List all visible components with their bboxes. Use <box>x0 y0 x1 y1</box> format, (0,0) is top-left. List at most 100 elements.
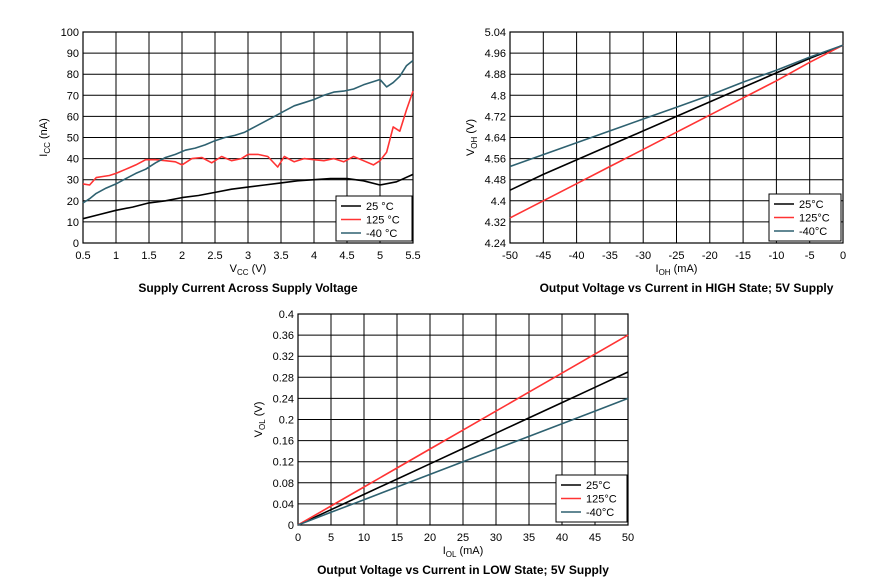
x-tick-label: 5.5 <box>405 250 420 262</box>
y-tick-label: 0.36 <box>273 330 294 342</box>
y-tick-label: 80 <box>67 69 79 81</box>
x-tick-label: 20 <box>424 532 436 544</box>
x-tick-label: 5 <box>328 532 334 544</box>
x-tick-label: 50 <box>622 532 634 544</box>
y-tick-label: 5.04 <box>485 27 506 39</box>
series-line-3 <box>82 59 414 204</box>
y-tick-label: 60 <box>67 111 79 123</box>
x-axis-label: IOH (mA) <box>656 263 698 277</box>
y-tick-label: 100 <box>61 27 79 39</box>
y-axis-label: VOH (V) <box>465 119 479 156</box>
y-tick-label: 4.64 <box>485 133 506 145</box>
chart-title: Output Voltage vs Current in LOW State; … <box>317 563 609 577</box>
y-tick-label: 4.4 <box>491 196 506 208</box>
x-tick-label: 0.5 <box>75 250 90 262</box>
x-tick-label: 4.5 <box>339 250 354 262</box>
legend: 25°C 125°C-40°C <box>555 474 628 523</box>
x-tick-label: -5 <box>805 250 815 262</box>
x-tick-label: 3 <box>245 250 251 262</box>
series-line-2 <box>82 90 414 186</box>
x-tick-label: 45 <box>589 532 601 544</box>
y-tick-label: 0.16 <box>273 436 294 448</box>
legend-label: -40°C <box>799 226 827 238</box>
x-tick-label: 10 <box>358 532 370 544</box>
series-line-1 <box>82 173 414 220</box>
series-line-1 <box>509 44 844 191</box>
x-tick-label: 3.5 <box>273 250 288 262</box>
y-tick-label: 50 <box>67 133 79 145</box>
x-tick-label: -45 <box>535 250 551 262</box>
y-tick-label: 0.28 <box>273 372 294 384</box>
x-tick-label: -10 <box>768 250 784 262</box>
x-tick-label: -25 <box>669 250 685 262</box>
series-line-1 <box>297 371 629 526</box>
y-axis-label: VOL (V) <box>253 402 267 438</box>
y-tick-label: 0.32 <box>273 351 294 363</box>
legend-label: -40°C <box>586 507 614 519</box>
legend-label: 25°C <box>799 199 824 211</box>
x-tick-label: 25 <box>457 532 469 544</box>
chart-title: Supply Current Across Supply Voltage <box>138 281 358 295</box>
chart-1: 0.5 1 1.5 2 2.5 3 3.5 4 4.5 5 5.5 0 10 20 30 40 50 60 70 80… <box>38 27 421 295</box>
y-tick-label: 0.4 <box>279 309 294 321</box>
legend-label: 125 °C <box>366 215 400 227</box>
y-tick-label: 0 <box>288 520 294 532</box>
plot-frame <box>297 313 629 526</box>
y-axis-label: ICC (nA) <box>38 118 52 156</box>
x-tick-label: 0 <box>840 250 846 262</box>
legend-label: 125°C <box>586 494 617 506</box>
x-tick-label: 4 <box>311 250 317 262</box>
series-line-2 <box>297 334 629 526</box>
legend: 25°C 125°C-40°C <box>768 193 842 242</box>
series-line-3 <box>297 397 629 526</box>
y-tick-label: 90 <box>67 48 79 60</box>
x-axis-label: IOL (mA) <box>443 545 484 559</box>
chart-3: 0 5 10 15 20 25 30 35 40 45 50 0 0.04 0.08 0.12 0.16 0.2… <box>253 309 634 577</box>
y-tick-label: 0.04 <box>273 499 294 511</box>
y-tick-label: 4.56 <box>485 154 506 166</box>
y-tick-label: 4.32 <box>485 217 506 229</box>
legend-label: -40 °C <box>366 228 397 240</box>
legend-label: 25°C <box>586 480 611 492</box>
x-tick-label: 30 <box>490 532 502 544</box>
y-tick-label: 10 <box>67 217 79 229</box>
series-line-3 <box>509 44 844 168</box>
x-tick-label: 2.5 <box>207 250 222 262</box>
legend: 25 °C 125 °C-40 °C <box>335 195 413 242</box>
plot-frame <box>509 31 844 244</box>
x-tick-label: -50 <box>502 250 518 262</box>
x-tick-label: 1 <box>113 250 119 262</box>
series-line-2 <box>509 44 844 219</box>
plot-frame <box>82 31 414 244</box>
y-tick-label: 4.48 <box>485 175 506 187</box>
x-tick-label: 1.5 <box>141 250 156 262</box>
y-tick-label: 40 <box>67 154 79 166</box>
legend-label: 125°C <box>799 213 830 225</box>
y-tick-label: 70 <box>67 90 79 102</box>
y-tick-label: 0.08 <box>273 478 294 490</box>
x-tick-label: 5 <box>377 250 383 262</box>
y-tick-label: 0.24 <box>273 393 294 405</box>
y-tick-label: 4.8 <box>491 90 506 102</box>
chart-title: Output Voltage vs Current in HIGH State;… <box>540 281 834 295</box>
x-tick-label: -40 <box>569 250 585 262</box>
x-tick-label: 0 <box>295 532 301 544</box>
x-tick-label: 40 <box>556 532 568 544</box>
legend-label: 25 °C <box>366 201 394 213</box>
x-tick-label: 35 <box>523 532 535 544</box>
y-tick-label: 0 <box>73 238 79 250</box>
y-tick-label: 0.2 <box>279 415 294 427</box>
y-tick-label: 4.72 <box>485 111 506 123</box>
x-tick-label: 2 <box>179 250 185 262</box>
x-axis-label: VCC (V) <box>230 263 267 277</box>
x-tick-label: -15 <box>735 250 751 262</box>
x-tick-label: 15 <box>391 532 403 544</box>
y-tick-label: 0.12 <box>273 457 294 469</box>
y-tick-label: 30 <box>67 175 79 187</box>
x-tick-label: -20 <box>702 250 718 262</box>
x-tick-label: -30 <box>635 250 651 262</box>
chart-2: -50 -45 -40 -35 -30 -25 -20 -15 -10 -5 04.244.324.… <box>465 27 846 295</box>
y-tick-label: 4.96 <box>485 48 506 60</box>
y-tick-label: 4.88 <box>485 69 506 81</box>
